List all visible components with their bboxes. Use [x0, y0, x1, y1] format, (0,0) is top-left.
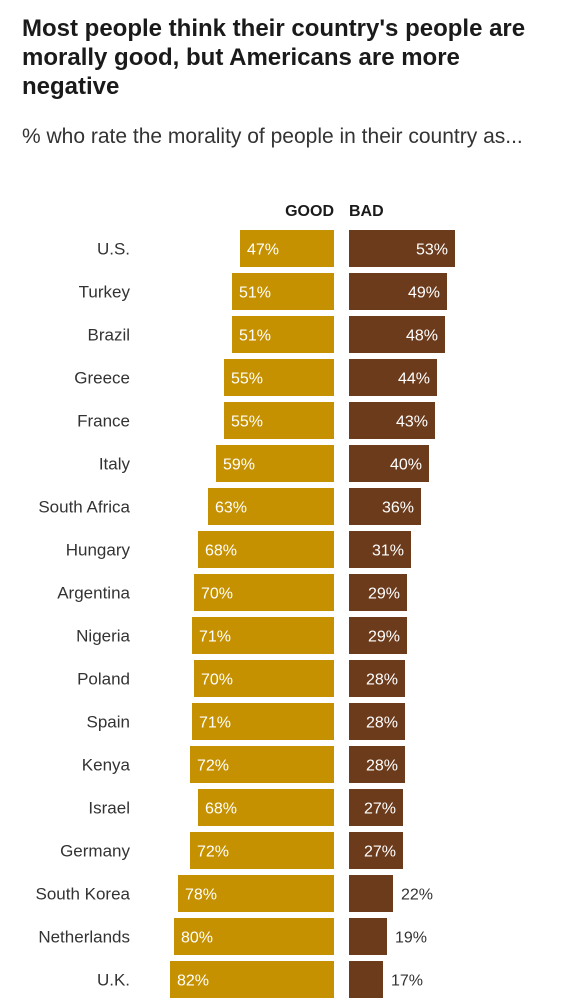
bar-bad: [349, 875, 393, 912]
data-label-bad: 49%: [408, 285, 440, 302]
category-label: Nigeria: [76, 627, 130, 646]
category-label: South Korea: [35, 885, 130, 904]
bar-good: [174, 918, 334, 955]
data-label-good: 68%: [205, 543, 237, 560]
bar-bad: [349, 574, 407, 611]
data-label-good: 72%: [197, 758, 229, 775]
bar-good: [170, 961, 334, 998]
data-label-good: 82%: [177, 973, 209, 990]
data-label-good: 71%: [199, 629, 231, 646]
data-label-bad: 53%: [416, 242, 448, 259]
bar-good: [240, 230, 334, 267]
bar-bad: [349, 488, 421, 525]
data-label-bad: 31%: [372, 543, 404, 560]
bar-good: [232, 273, 334, 310]
data-label-bad: 27%: [364, 844, 396, 861]
bar-bad: [349, 789, 403, 826]
bar-bad: [349, 230, 455, 267]
bar-good: [190, 746, 334, 783]
data-label-bad: 19%: [395, 930, 427, 947]
bar-good: [190, 832, 334, 869]
data-label-bad: 28%: [366, 715, 398, 732]
category-label: France: [77, 412, 130, 431]
data-label-bad: 27%: [364, 801, 396, 818]
data-label-good: 47%: [247, 242, 279, 259]
data-label-good: 78%: [185, 887, 217, 904]
category-label: Turkey: [79, 283, 131, 302]
chart-subtitle: % who rate the morality of people in the…: [22, 125, 523, 148]
category-label: Brazil: [87, 326, 130, 345]
bar-good: [224, 359, 334, 396]
category-label: Kenya: [82, 756, 131, 775]
data-label-good: 70%: [201, 672, 233, 689]
category-label: U.S.: [97, 240, 130, 259]
series-header-bad: BAD: [349, 203, 384, 220]
bar-bad: [349, 961, 383, 998]
category-label: Italy: [99, 455, 131, 474]
category-label: Germany: [60, 842, 130, 861]
data-label-good: 68%: [205, 801, 237, 818]
bar-good: [198, 531, 334, 568]
category-label: Poland: [77, 670, 130, 689]
bar-good: [178, 875, 334, 912]
bar-bad: [349, 316, 445, 353]
data-label-good: 51%: [239, 285, 271, 302]
bar-good: [208, 488, 334, 525]
bar-bad: [349, 832, 403, 869]
data-label-good: 59%: [223, 457, 255, 474]
category-label: Israel: [88, 799, 130, 818]
bar-bad: [349, 746, 405, 783]
data-label-bad: 29%: [368, 629, 400, 646]
data-label-good: 55%: [231, 414, 263, 431]
bar-good: [192, 617, 334, 654]
data-label-good: 55%: [231, 371, 263, 388]
bar-bad: [349, 660, 405, 697]
data-label-good: 72%: [197, 844, 229, 861]
data-label-good: 70%: [201, 586, 233, 603]
data-label-bad: 36%: [382, 500, 414, 517]
data-label-bad: 48%: [406, 328, 438, 345]
bar-bad: [349, 918, 387, 955]
bar-bad: [349, 402, 435, 439]
data-label-good: 63%: [215, 500, 247, 517]
bar-bad: [349, 703, 405, 740]
bar-bad: [349, 531, 411, 568]
data-label-bad: 44%: [398, 371, 430, 388]
bar-good: [232, 316, 334, 353]
bar-good: [198, 789, 334, 826]
bar-good: [224, 402, 334, 439]
bar-bad: [349, 359, 437, 396]
category-label: U.K.: [97, 971, 130, 990]
data-label-bad: 43%: [396, 414, 428, 431]
category-label: Argentina: [57, 584, 130, 603]
category-label: South Africa: [38, 498, 130, 517]
bar-good: [192, 703, 334, 740]
data-label-good: 80%: [181, 930, 213, 947]
data-label-bad: 40%: [390, 457, 422, 474]
bar-good: [216, 445, 334, 482]
data-label-bad: 17%: [391, 973, 423, 990]
data-label-bad: 28%: [366, 758, 398, 775]
bar-bad: [349, 445, 429, 482]
data-label-bad: 29%: [368, 586, 400, 603]
category-label: Netherlands: [38, 928, 130, 947]
chart-rows: U.S. 47% 53% Turkey 51% 49% Brazil 51% 48% Greece…: [35, 230, 455, 998]
data-label-good: 51%: [239, 328, 271, 345]
bar-good: [194, 660, 334, 697]
data-label-bad: 28%: [366, 672, 398, 689]
bar-good: [194, 574, 334, 611]
data-label-bad: 22%: [401, 887, 433, 904]
chart-title: Most people think their country's people…: [22, 15, 526, 100]
bar-bad: [349, 617, 407, 654]
series-header-good: GOOD: [285, 203, 334, 220]
bar-bad: [349, 273, 447, 310]
data-label-good: 71%: [199, 715, 231, 732]
category-label: Hungary: [66, 541, 131, 560]
category-label: Spain: [87, 713, 130, 732]
category-label: Greece: [74, 369, 130, 388]
